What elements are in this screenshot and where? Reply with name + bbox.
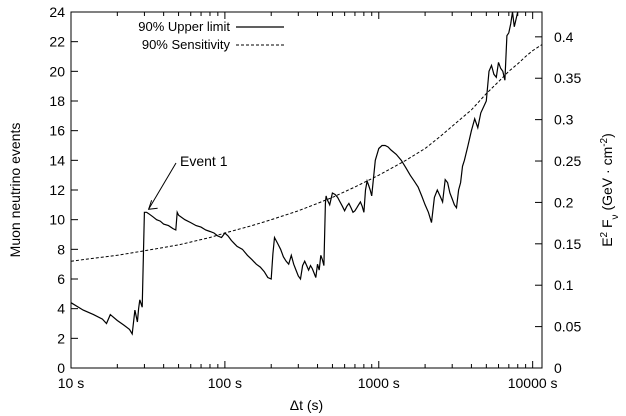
y-left-tick-label: 2 (57, 330, 65, 346)
y-left-tick-label: 0 (57, 360, 65, 376)
y-axis-right-title: E2 Fν (GeV · cm-2) (599, 133, 621, 247)
y-left-tick-label: 4 (57, 301, 65, 317)
x-tick-label: 10 s (58, 375, 84, 391)
y-right-sup: 2 (599, 231, 610, 237)
y-right-tick-label: 0.3 (554, 112, 574, 128)
annotation-event-1: Event 1 (147, 153, 228, 210)
y-right-tick-label: 0.25 (554, 153, 581, 169)
legend: 90% Upper limit 90% Sensitivity (138, 19, 284, 52)
series-sensitivity-line (70, 44, 543, 262)
y-left-tick-label: 18 (49, 93, 65, 109)
y-left-tick-label: 12 (49, 182, 65, 198)
y-left-tick-label: 20 (49, 63, 65, 79)
series-upper-limit-line (70, 11, 519, 336)
y-right-unit-open: (GeV · cm (599, 147, 615, 215)
x-tick-label: 100 s (208, 375, 242, 391)
y-right-tick-label: 0.15 (554, 236, 581, 252)
y-right-mid: F (599, 219, 615, 231)
y-right-unit-sup: -2 (599, 137, 610, 146)
x-tick-label: 10000 s (508, 375, 558, 391)
y-left-tick-label: 16 (49, 123, 65, 139)
y-left-tick-label: 8 (57, 241, 65, 257)
y-right-tick-label: 0.35 (554, 70, 581, 86)
y-axis-left-title: Muon neutrino events (7, 123, 23, 258)
y-right-tick-label: 0.1 (554, 277, 574, 293)
y-left-tick-label: 24 (49, 4, 65, 20)
x-axis-title: Δt (s) (290, 397, 323, 413)
legend-label-sensitivity: 90% Sensitivity (142, 37, 231, 52)
annotation-arrow (148, 162, 177, 210)
tick-labels: 02468101214161820222400.050.10.150.20.25… (49, 4, 581, 391)
plot-frame (70, 11, 543, 369)
y-right-tick-label: 0.4 (554, 29, 574, 45)
y-right-sub: ν (610, 214, 621, 219)
y-right-tick-label: 0.05 (554, 319, 581, 335)
y-left-tick-label: 22 (49, 34, 65, 50)
series-layer (70, 11, 543, 336)
x-tick-label: 1000 s (358, 375, 400, 391)
annotation-arrowhead (147, 200, 158, 210)
y-left-tick-label: 6 (57, 271, 65, 287)
y-right-tick-label: 0 (554, 360, 562, 376)
tick-marks (70, 11, 542, 369)
legend-label-upper-limit: 90% Upper limit (138, 19, 230, 34)
y-left-tick-label: 14 (49, 152, 65, 168)
y-right-unit-close: ) (599, 133, 615, 138)
y-right-base: E (599, 237, 615, 246)
annotation-label: Event 1 (180, 153, 228, 169)
y-left-tick-label: 10 (49, 212, 65, 228)
y-right-tick-label: 0.2 (554, 194, 574, 210)
